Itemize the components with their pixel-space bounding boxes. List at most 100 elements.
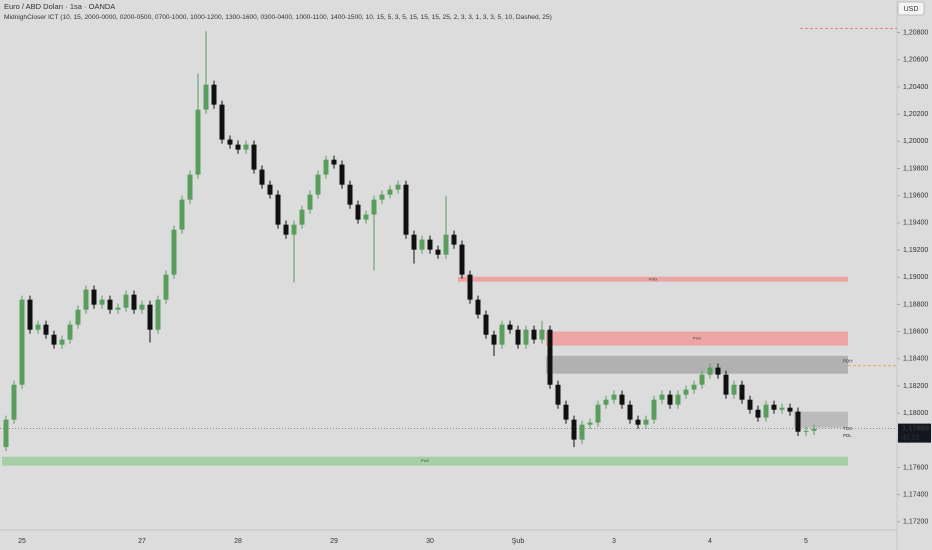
currency-button[interactable]: [897, 1, 925, 16]
x-tick-label: 29: [330, 538, 338, 545]
candle-body: [555, 384, 561, 405]
candle-body: [27, 299, 33, 330]
candle-body: [171, 229, 177, 275]
candle-body: [283, 224, 289, 235]
candle-body: [131, 294, 137, 310]
x-tick-label: 5: [804, 538, 808, 545]
zone-label: FVG: [421, 458, 429, 463]
candle-body: [227, 139, 233, 145]
candle-body: [123, 294, 129, 308]
candle-body: [147, 304, 153, 330]
candle-body: [99, 299, 105, 305]
candle-body: [731, 384, 737, 395]
candle-body: [723, 374, 729, 395]
y-tick-label: 1,17200: [903, 519, 928, 526]
candle-body: [747, 399, 753, 410]
zone: [794, 411, 848, 428]
candle-body: [11, 384, 17, 420]
candle-body: [203, 84, 209, 110]
candle-body: [299, 209, 305, 225]
candle-body: [395, 184, 401, 190]
candle-body: [163, 274, 169, 300]
candle-body: [19, 299, 25, 385]
candle-body: [675, 394, 681, 405]
candle-body: [179, 199, 185, 230]
candle-body: [795, 411, 801, 432]
candle-body: [51, 334, 57, 345]
candle-body: [611, 394, 617, 400]
candle-body: [499, 324, 505, 345]
candle-body: [235, 144, 241, 150]
candle-body: [603, 399, 609, 405]
candle-body: [563, 404, 569, 420]
candle-body: [539, 329, 545, 340]
y-tick-label: 1,19800: [903, 165, 928, 172]
candle-body: [715, 367, 721, 375]
candle-body: [35, 324, 41, 330]
y-tick-label: 1,19200: [903, 247, 928, 254]
candle-body: [571, 419, 577, 440]
candle-body: [755, 409, 761, 418]
candle-body: [59, 339, 65, 345]
currency-label[interactable]: USD: [904, 6, 919, 13]
x-tick-label: 30: [426, 538, 434, 545]
candle-body: [523, 329, 529, 345]
candle-body: [451, 234, 457, 245]
candle-body: [339, 164, 345, 185]
candle-body: [419, 239, 425, 250]
y-tick-label: 1,20200: [903, 111, 928, 118]
candle-body: [667, 394, 673, 405]
x-tick-label: 4: [708, 538, 712, 545]
y-tick-label: 1,20400: [903, 84, 928, 91]
x-tick-label: 27: [138, 538, 146, 545]
candle-body: [267, 184, 273, 195]
candle-body: [531, 329, 537, 340]
y-tick-label: 1,18800: [903, 301, 928, 308]
candle-body: [323, 159, 329, 175]
candle-body: [443, 234, 449, 255]
candle-body: [699, 374, 705, 385]
y-tick-label: 1,18400: [903, 356, 928, 363]
candle-body: [43, 324, 49, 335]
candle-body: [435, 249, 441, 255]
candle-body: [803, 430, 809, 432]
candle-body: [787, 407, 793, 412]
candle-body: [579, 424, 585, 440]
candle-body: [291, 224, 297, 235]
y-tick-label: 1,18000: [903, 410, 928, 417]
candle-body: [483, 314, 489, 335]
candle-body: [739, 384, 745, 400]
candle-body: [467, 274, 473, 300]
candle-body: [619, 394, 625, 405]
candle-body: [347, 184, 353, 205]
candle-body: [195, 109, 201, 175]
candle-body: [107, 299, 113, 310]
y-tick-label: 1,19400: [903, 220, 928, 227]
zone: [546, 355, 848, 374]
candle-body: [251, 144, 257, 170]
candle-body: [683, 389, 689, 395]
candle-body: [643, 419, 649, 425]
candle-body: [547, 329, 553, 385]
x-tick-label: 3: [612, 538, 616, 545]
candle-body: [315, 174, 321, 195]
candle-body: [275, 194, 281, 225]
candle-body: [331, 159, 337, 165]
zone-label: FVG: [693, 336, 701, 341]
candle-body: [3, 419, 9, 448]
last-price-box: [898, 423, 931, 443]
zone: [458, 276, 848, 282]
candle-body: [259, 169, 265, 185]
x-tick-label: 25: [18, 538, 26, 545]
level-label: PDL: [843, 433, 852, 438]
y-tick-label: 1,20600: [903, 57, 928, 64]
candle-body: [651, 399, 657, 420]
candle-body: [83, 289, 89, 310]
candle-body: [155, 299, 161, 330]
x-tick-label: 28: [234, 538, 242, 545]
candle-body: [771, 404, 777, 410]
last-price-label: 1,17886: [902, 424, 929, 433]
candle-body: [459, 244, 465, 275]
